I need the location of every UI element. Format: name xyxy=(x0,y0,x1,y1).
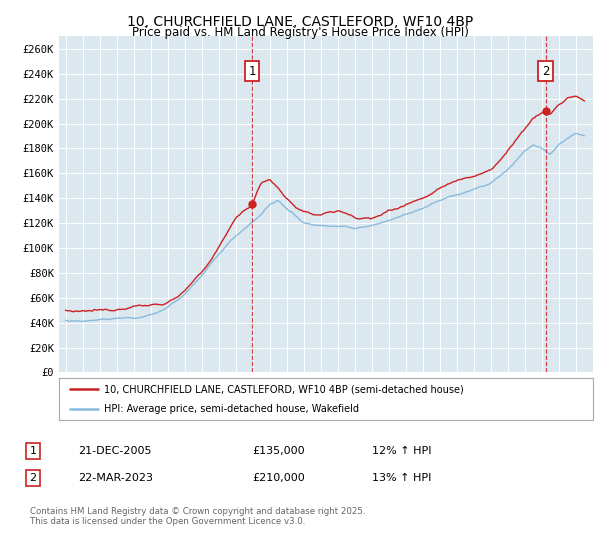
Text: 10, CHURCHFIELD LANE, CASTLEFORD, WF10 4BP: 10, CHURCHFIELD LANE, CASTLEFORD, WF10 4… xyxy=(127,15,473,29)
Text: Contains HM Land Registry data © Crown copyright and database right 2025.
This d: Contains HM Land Registry data © Crown c… xyxy=(30,507,365,526)
Text: 12% ↑ HPI: 12% ↑ HPI xyxy=(372,446,431,456)
Text: £210,000: £210,000 xyxy=(252,473,305,483)
Text: 1: 1 xyxy=(29,446,37,456)
Text: 2: 2 xyxy=(29,473,37,483)
Text: 1: 1 xyxy=(248,65,256,78)
Text: 22-MAR-2023: 22-MAR-2023 xyxy=(78,473,153,483)
Text: Price paid vs. HM Land Registry's House Price Index (HPI): Price paid vs. HM Land Registry's House … xyxy=(131,26,469,39)
Text: £135,000: £135,000 xyxy=(252,446,305,456)
Text: HPI: Average price, semi-detached house, Wakefield: HPI: Average price, semi-detached house,… xyxy=(104,404,359,414)
Text: 2: 2 xyxy=(542,65,549,78)
Text: 13% ↑ HPI: 13% ↑ HPI xyxy=(372,473,431,483)
Text: 21-DEC-2005: 21-DEC-2005 xyxy=(78,446,151,456)
Text: 10, CHURCHFIELD LANE, CASTLEFORD, WF10 4BP (semi-detached house): 10, CHURCHFIELD LANE, CASTLEFORD, WF10 4… xyxy=(104,384,464,394)
